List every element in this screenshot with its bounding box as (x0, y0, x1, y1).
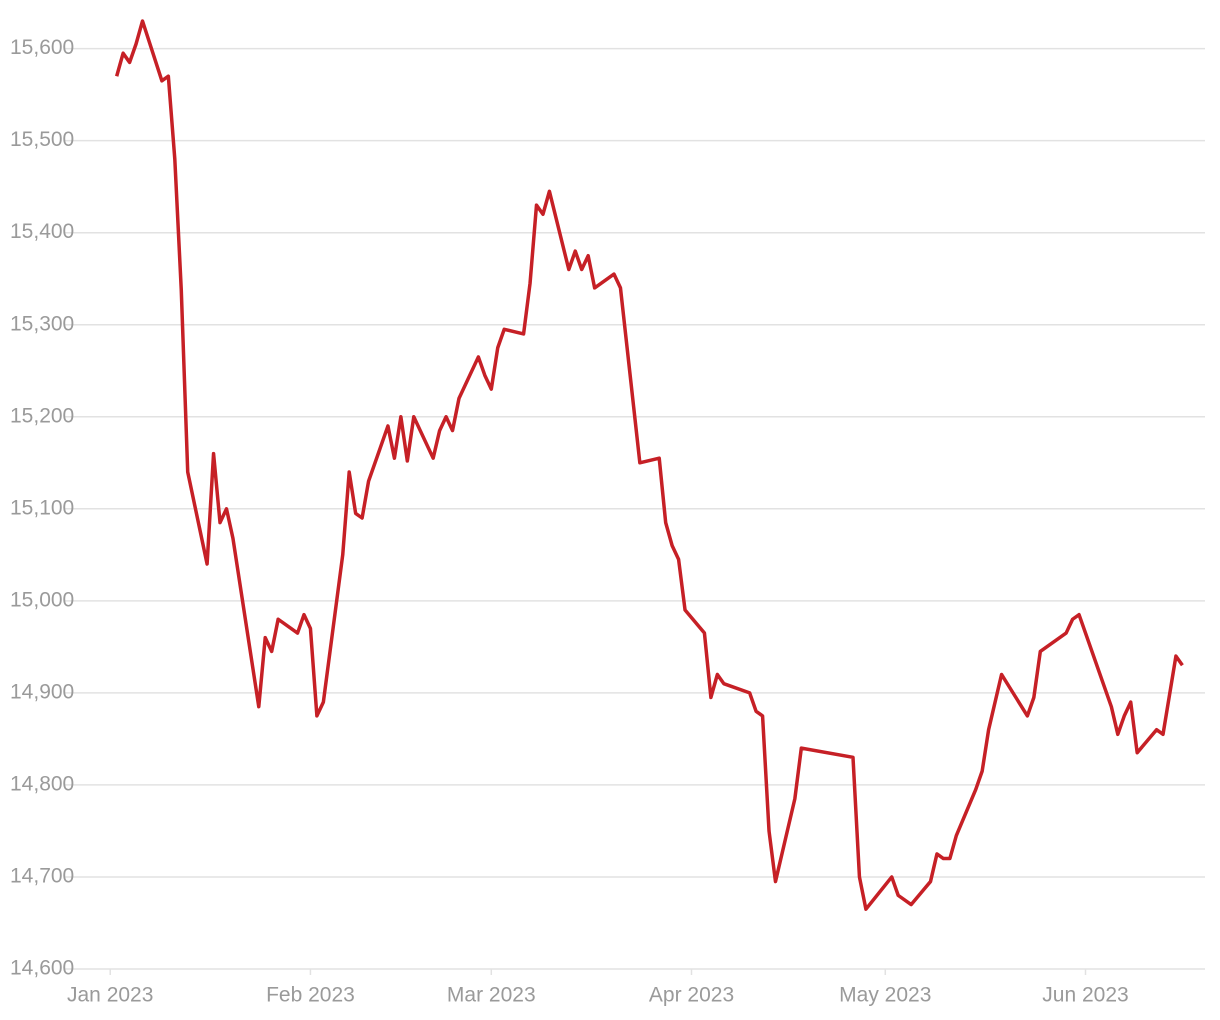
y-tick-label: 15,100 (10, 496, 74, 519)
y-tick-label: 15,500 (10, 128, 74, 151)
x-tick-label: Jun 2023 (1042, 984, 1128, 1007)
y-tick-label: 15,300 (10, 312, 74, 335)
x-tick-label: May 2023 (839, 984, 931, 1007)
line (114, 19, 1184, 911)
y-tick-label: 14,800 (10, 772, 74, 795)
y-tick-label: 14,900 (10, 680, 74, 703)
y-tick-label: 15,000 (10, 588, 74, 611)
x-tick-label: Feb 2023 (266, 984, 355, 1007)
x-tick-label: Jan 2023 (67, 984, 153, 1007)
x-tick-label: Mar 2023 (447, 984, 536, 1007)
y-tick-label: 15,400 (10, 220, 74, 243)
x-tick-label: Apr 2023 (649, 984, 734, 1007)
y-tick-label: 14,700 (10, 865, 74, 888)
y-tick-label: 14,600 (10, 957, 74, 980)
y-tick-label: 15,200 (10, 404, 74, 427)
y-tick-label: 15,600 (10, 36, 74, 59)
